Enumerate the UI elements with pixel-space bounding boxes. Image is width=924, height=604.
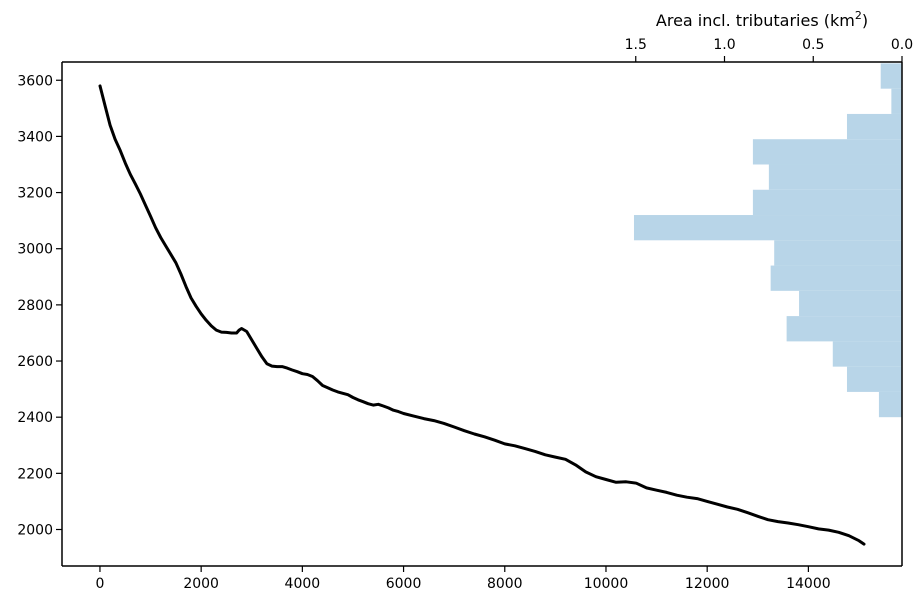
x-tick-label-5: 10000 (584, 576, 629, 592)
plot-frame (61, 61, 903, 567)
y-tick-label-6: 3200 (17, 186, 53, 202)
histogram-bar-6 (774, 240, 902, 266)
top-tick-label-3: 0.0 (891, 37, 913, 53)
histogram-bar-12 (891, 88, 902, 114)
histogram-bar-4 (799, 290, 902, 317)
y-tick-label-8: 3600 (17, 73, 53, 89)
histogram-bar-0 (878, 391, 902, 418)
top-axis-title-close: ) (862, 11, 868, 30)
top-tick-label-2: 0.5 (802, 37, 824, 53)
top-axis-title-superscript: 2 (855, 9, 862, 22)
y-tick-label-3: 2600 (17, 354, 53, 370)
histogram-bar-10 (752, 139, 902, 165)
y-tick-label-4: 2800 (17, 298, 53, 314)
top-tick-label-1: 1.0 (713, 37, 735, 53)
top-axis-title-text: Area incl. tributaries (km (656, 11, 855, 30)
x-tick-label-3: 6000 (386, 576, 422, 592)
y-tick-label-0: 2000 (17, 522, 53, 538)
x-tick-label-7: 14000 (786, 576, 831, 592)
y-tick-label-7: 3400 (17, 129, 53, 145)
y-tick-label-2: 2400 (17, 410, 53, 426)
y-tick-label-5: 3000 (17, 242, 53, 258)
area-histogram (633, 63, 902, 418)
x-tick-label-4: 8000 (487, 576, 523, 592)
x-tick-label-6: 12000 (685, 576, 730, 592)
histogram-bar-13 (880, 63, 902, 89)
axis-ticks: 0 2000 4000 6000 8000 10000 12000 14000 2000 2200… (17, 37, 913, 592)
x-tick-label-2: 4000 (285, 576, 321, 592)
histogram-bar-8 (752, 189, 902, 216)
x-tick-label-0: 0 (95, 576, 104, 592)
histogram-bar-5 (770, 265, 902, 291)
histogram-bar-2 (832, 341, 902, 367)
top-tick-label-0: 1.5 (625, 37, 647, 53)
histogram-bar-3 (786, 316, 902, 342)
histogram-bar-7 (633, 215, 902, 241)
x-tick-label-1: 2000 (183, 576, 219, 592)
y-tick-label-1: 2200 (17, 466, 53, 482)
histogram-bar-1 (846, 366, 902, 392)
histogram-bar-11 (846, 113, 902, 140)
top-axis-title: Area incl. tributaries (km2) (656, 9, 868, 30)
elevation-profile-line (98, 84, 866, 546)
histogram-bar-9 (768, 164, 902, 190)
